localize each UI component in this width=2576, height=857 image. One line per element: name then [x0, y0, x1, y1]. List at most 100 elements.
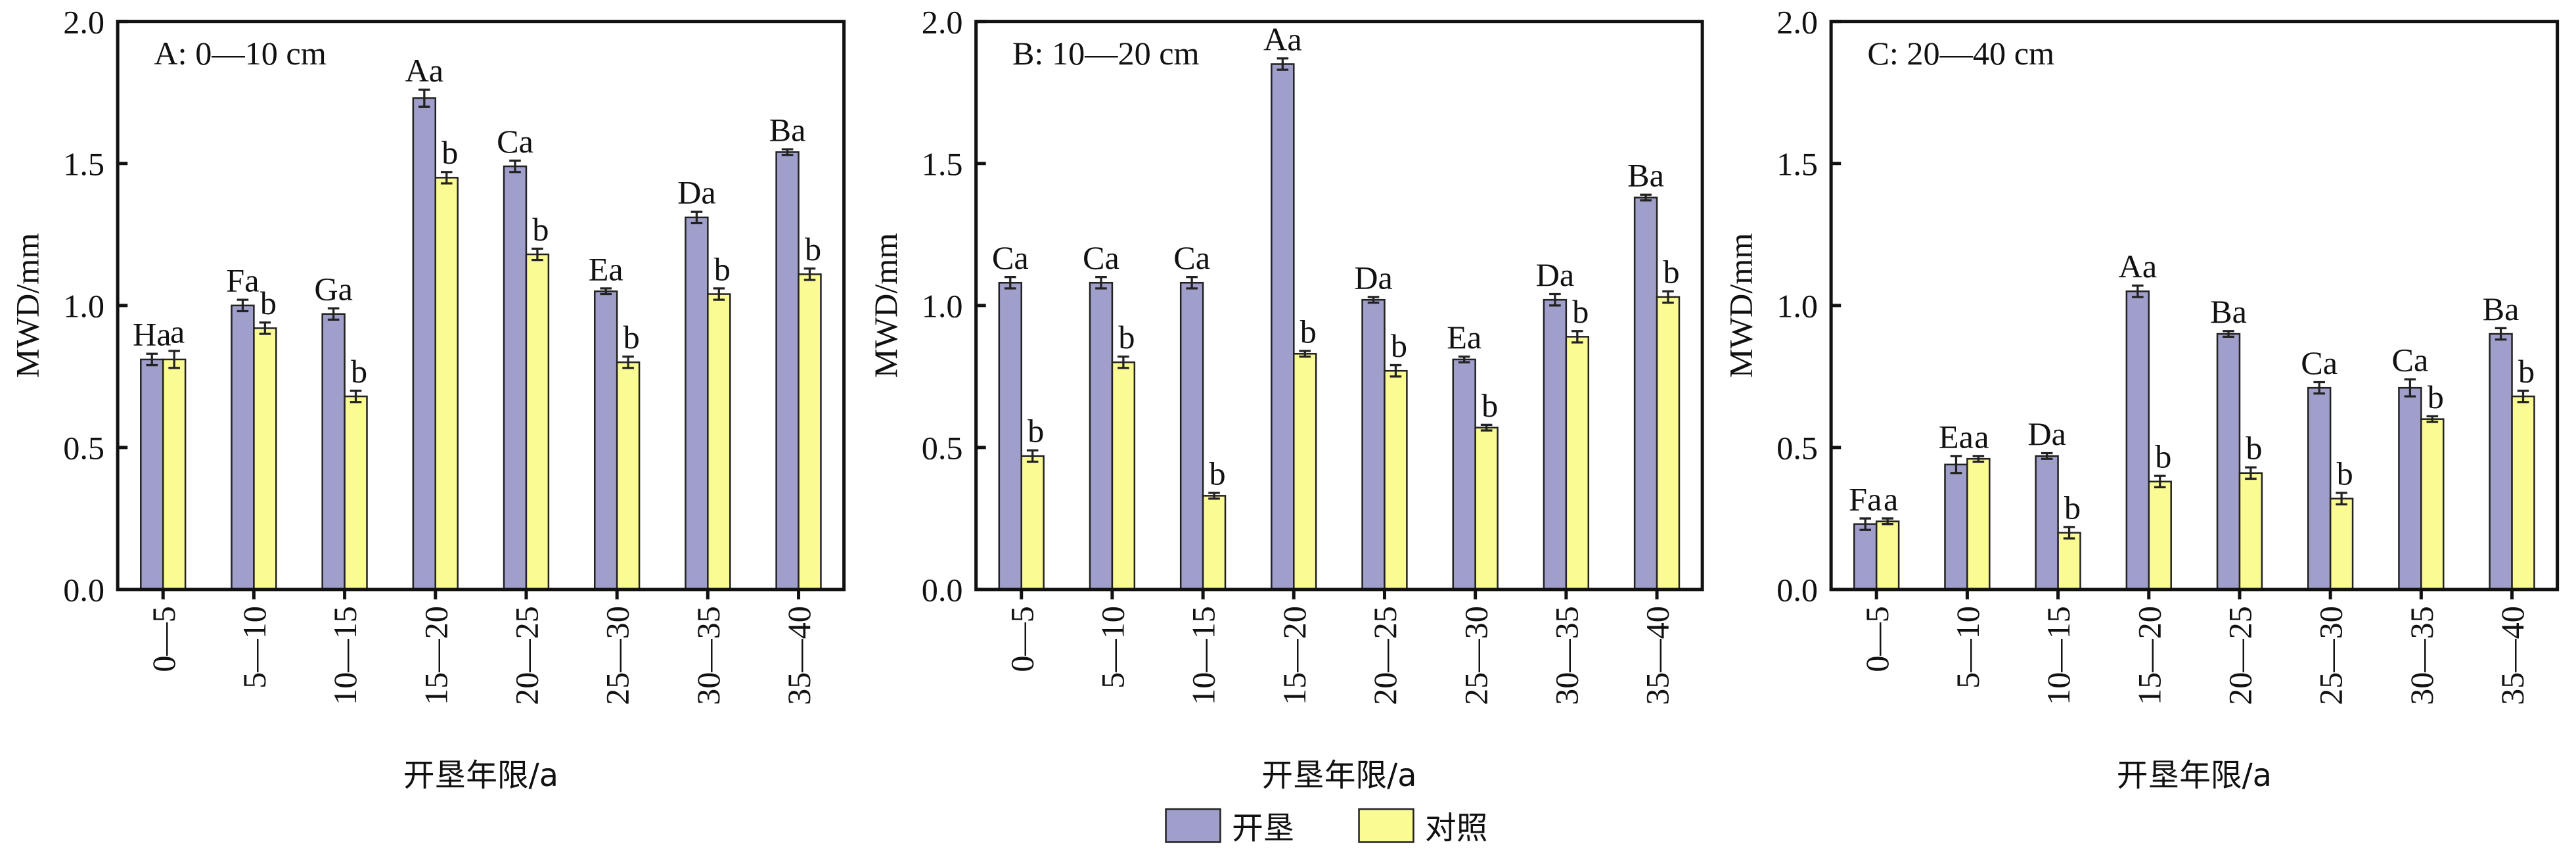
plot-frame: [116, 20, 846, 591]
significance-label: Da: [2027, 415, 2066, 452]
error-bar: [1095, 275, 1107, 290]
error-bar: [2404, 378, 2416, 398]
bar: [503, 165, 528, 591]
error-bar: [622, 355, 634, 369]
bar: [253, 327, 277, 591]
error-bar: [2313, 381, 2325, 395]
bar: [321, 313, 346, 591]
x-tick-label: 20—25: [2222, 606, 2259, 705]
bar: [1179, 281, 1204, 591]
plot-frame: [1829, 20, 2560, 591]
x-tick-label: 15—20: [417, 606, 454, 705]
significance-label: Ea: [589, 250, 623, 287]
error-bar: [2041, 452, 2053, 460]
bar: [1293, 353, 1317, 591]
x-tick-label: 30—35: [690, 606, 727, 705]
bar: [2489, 333, 2513, 591]
x-tick-label: 30—35: [1548, 606, 1585, 705]
error-bar: [2223, 330, 2234, 338]
bar: [1565, 336, 1590, 591]
error-bar: [1367, 296, 1380, 304]
bar: [1384, 369, 1408, 591]
error-bar: [1458, 355, 1470, 363]
y-tick-label: 0.5: [63, 429, 104, 466]
significance-label: b: [2155, 438, 2171, 475]
significance-label: b: [1572, 293, 1589, 330]
bar: [593, 290, 618, 591]
significance-label: Ba: [1627, 157, 1664, 194]
significance-label: Fa: [226, 262, 259, 299]
error-bar: [2245, 466, 2257, 480]
bar: [2238, 472, 2263, 591]
significance-label: a: [170, 313, 185, 350]
bar: [707, 293, 731, 591]
significance-label: Da: [1354, 259, 1393, 296]
y-tick-label: 1.0: [63, 287, 104, 324]
error-bar: [2336, 492, 2347, 505]
significance-label: b: [351, 353, 367, 390]
error-bar: [1390, 363, 1402, 378]
significance-label: Ea: [1939, 418, 1974, 455]
y-tick-label: 1.5: [63, 145, 104, 182]
error-bar: [2495, 327, 2507, 341]
bar: [2035, 455, 2059, 591]
bar: [1543, 298, 1568, 591]
x-tick-label: 0—5: [145, 606, 182, 672]
significance-label: b: [1663, 254, 1679, 290]
error-bar: [690, 210, 703, 225]
significance-label: Ca: [497, 123, 533, 160]
significance-label: b: [805, 231, 821, 267]
error-bar: [1972, 455, 1985, 463]
bar: [1633, 197, 1658, 591]
y-tick-label: 0.0: [1776, 572, 1818, 609]
significance-label: b: [714, 250, 731, 287]
error-bar: [1118, 355, 1129, 369]
y-axis-label: MWD/mm: [867, 233, 904, 379]
x-tick-label: 35—40: [780, 606, 817, 705]
error-bar: [1277, 57, 1289, 71]
x-tick-label: 5—10: [1095, 606, 1131, 689]
x-tick-label: 10—15: [1185, 606, 1222, 705]
bar: [525, 253, 550, 591]
bar: [1875, 520, 1900, 591]
y-tick-label: 0.0: [922, 572, 963, 609]
y-tick-label: 0.5: [1776, 429, 1818, 466]
bar: [2420, 418, 2445, 591]
error-bar: [237, 298, 249, 313]
bar: [140, 358, 164, 591]
error-bar: [2517, 389, 2529, 404]
error-bar: [1004, 275, 1016, 290]
bar: [2216, 333, 2241, 591]
significance-label: b: [1028, 413, 1044, 450]
bar: [1111, 361, 1136, 591]
bar: [2125, 290, 2150, 591]
significance-label: Da: [677, 174, 716, 211]
error-bar: [803, 267, 816, 281]
y-tick-label: 0.5: [922, 429, 963, 466]
y-axis-label: MWD/mm: [1723, 233, 1759, 379]
bar: [1361, 298, 1386, 591]
significance-label: Da: [1536, 256, 1575, 293]
error-bar: [1950, 455, 1962, 475]
bar: [1853, 523, 1878, 591]
x-tick-label: 15—20: [1276, 606, 1313, 705]
bar: [1966, 457, 1991, 591]
error-bar: [2063, 526, 2075, 540]
bar: [2329, 498, 2354, 591]
significance-label: b: [441, 134, 458, 171]
bar: [2057, 532, 2081, 591]
error-bar: [531, 247, 543, 262]
significance-label: b: [2518, 353, 2535, 390]
bar: [2398, 386, 2422, 591]
bar: [1202, 495, 1227, 591]
significance-label: b: [1391, 327, 1407, 364]
y-tick-label: 2.0: [922, 3, 963, 40]
x-tick-label: 25—30: [2313, 606, 2349, 705]
x-tick-label: 10—15: [2040, 606, 2077, 705]
bar: [1656, 296, 1681, 591]
error-bar: [1549, 292, 1561, 307]
error-bar: [1859, 517, 1872, 531]
significance-label: b: [2064, 489, 2081, 526]
